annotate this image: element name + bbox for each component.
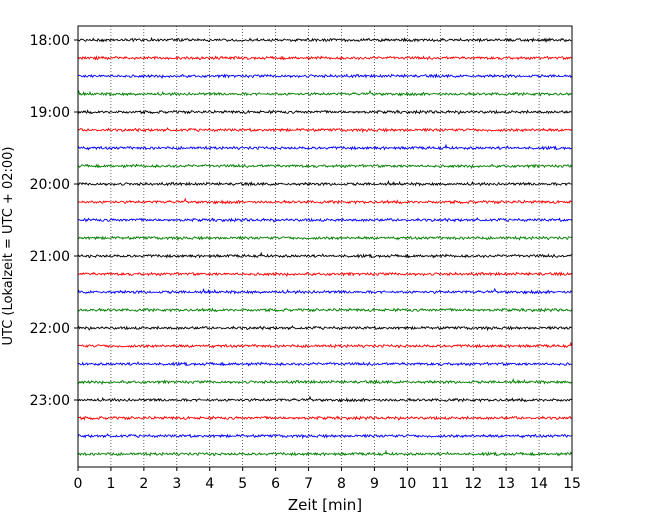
x-axis-label: Zeit [min] bbox=[288, 496, 362, 514]
y-tick-label: 23:00 bbox=[30, 393, 70, 409]
x-tick-label: 7 bbox=[304, 476, 313, 492]
x-tick-label: 10 bbox=[398, 476, 416, 492]
trace-2115 bbox=[77, 271, 572, 278]
x-axis: 0 1 2 3 4 5 6 7 8 9 10 11 12 13 14 15 bbox=[74, 467, 581, 492]
x-tick-label: 8 bbox=[337, 476, 346, 492]
trace-2245 bbox=[77, 377, 572, 386]
y-tick-label: 20:00 bbox=[30, 177, 70, 193]
trace-2300 bbox=[77, 395, 572, 403]
trace-2315 bbox=[77, 415, 572, 421]
x-tick-label: 2 bbox=[139, 476, 148, 492]
x-tick-label: 12 bbox=[464, 476, 482, 492]
trace-1815 bbox=[77, 55, 572, 61]
y-axis-label: UTC (Lokalzeit = UTC + 02:00) bbox=[1, 147, 16, 346]
y-tick-label: 19:00 bbox=[30, 105, 70, 121]
y-tick-label: 21:00 bbox=[30, 249, 70, 265]
x-tick-label: 11 bbox=[431, 476, 449, 492]
trace-2015 bbox=[77, 197, 572, 205]
trace-2345 bbox=[77, 449, 572, 457]
plot-background bbox=[78, 26, 572, 467]
x-tick-label: 15 bbox=[563, 476, 581, 492]
x-tick-label: 4 bbox=[205, 476, 214, 492]
trace-2145 bbox=[77, 307, 572, 313]
y-axis: 18:00 19:00 20:00 21:00 22:00 23:00 bbox=[30, 33, 78, 409]
trace-2130 bbox=[77, 287, 572, 295]
trace-1845 bbox=[77, 89, 572, 97]
x-tick-label: 1 bbox=[106, 476, 115, 492]
y-tick-label: 18:00 bbox=[30, 33, 70, 49]
trace-2230 bbox=[77, 361, 572, 367]
x-tick-label: 0 bbox=[74, 476, 83, 492]
plot-frame bbox=[77, 25, 573, 468]
trace-1800 bbox=[77, 36, 572, 43]
trace-1830 bbox=[77, 73, 572, 80]
trace-1945 bbox=[77, 163, 572, 170]
x-tick-label: 6 bbox=[271, 476, 280, 492]
trace-2215 bbox=[77, 341, 573, 349]
y-tick-label: 22:00 bbox=[30, 321, 70, 337]
trace-2200 bbox=[77, 325, 572, 332]
x-tick-label: 3 bbox=[172, 476, 181, 492]
trace-2100 bbox=[77, 251, 572, 259]
x-tick-label: 14 bbox=[530, 476, 548, 492]
trace-2030 bbox=[77, 217, 572, 223]
trace-1915 bbox=[77, 127, 572, 134]
trace-2045 bbox=[77, 235, 572, 242]
x-tick-label: 5 bbox=[238, 476, 247, 492]
trace-2330 bbox=[77, 433, 572, 440]
x-tick-label: 9 bbox=[370, 476, 379, 492]
trace-1930 bbox=[77, 143, 572, 151]
trace-2000 bbox=[77, 179, 572, 187]
x-tick-label: 13 bbox=[497, 476, 515, 492]
trace-1900 bbox=[77, 109, 572, 115]
seismic-traces bbox=[77, 36, 573, 457]
